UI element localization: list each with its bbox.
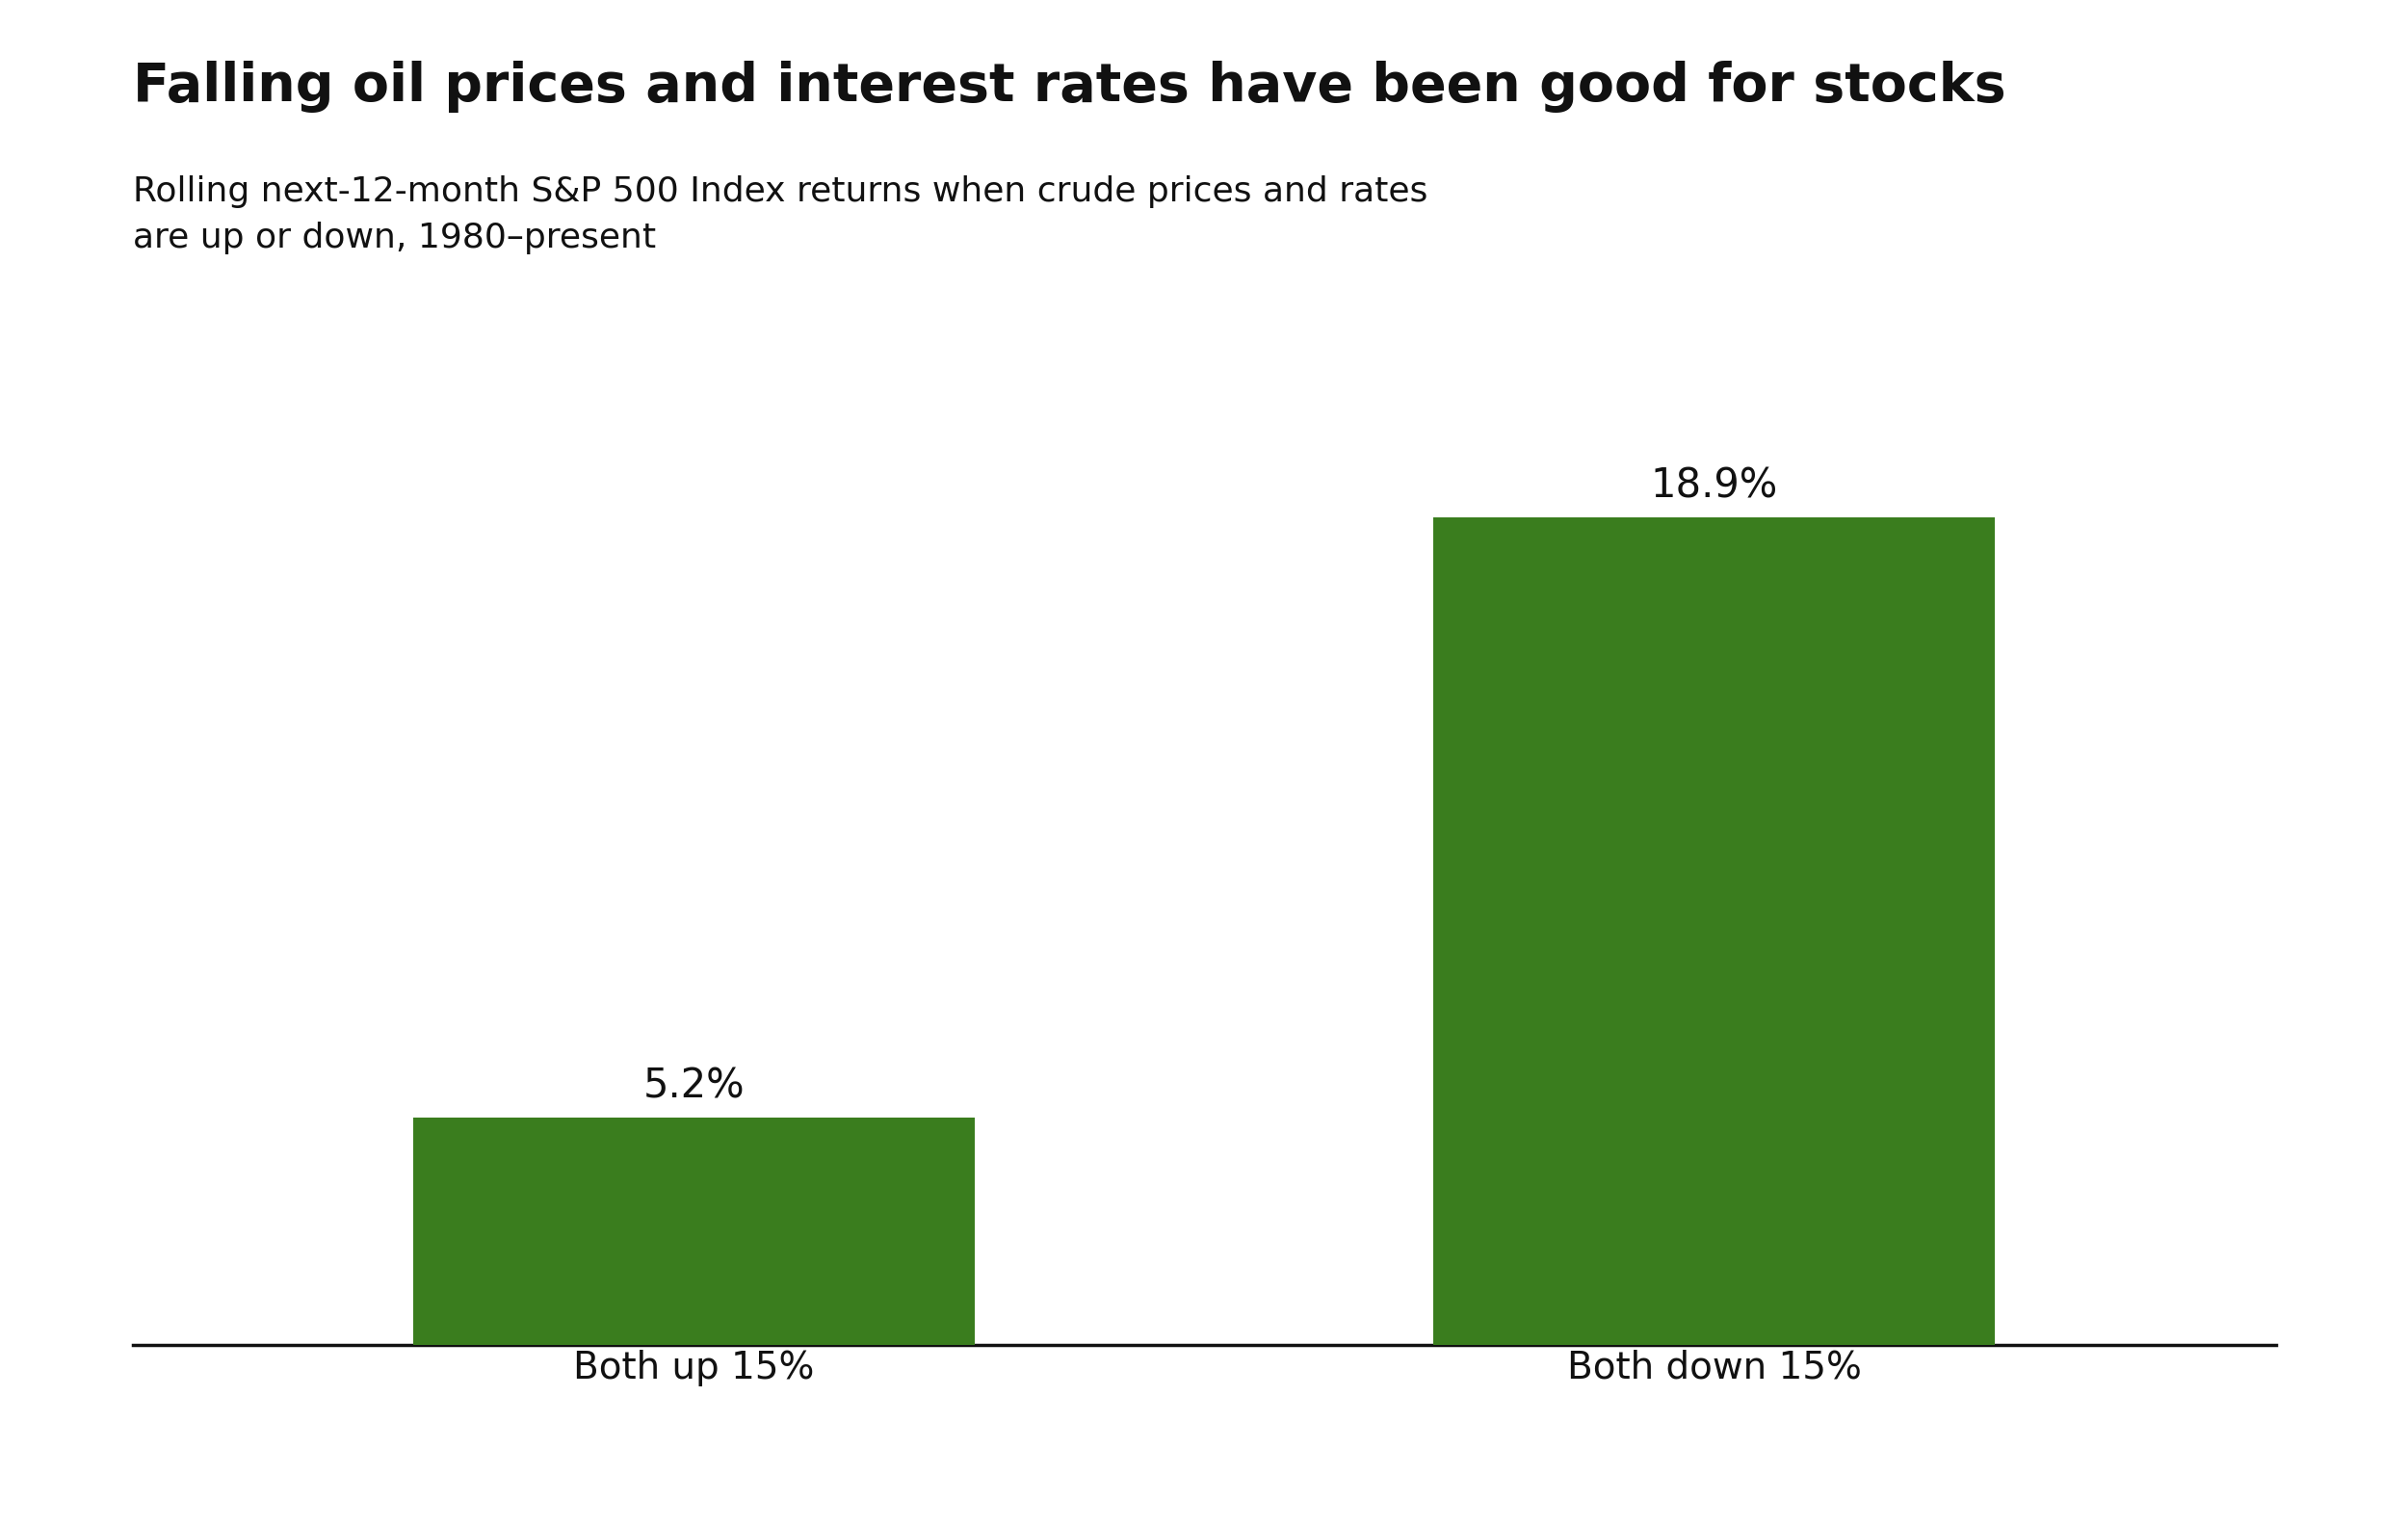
Text: Rolling next-12-month S&P 500 Index returns when crude prices and rates
are up o: Rolling next-12-month S&P 500 Index retu… (132, 176, 1428, 254)
Bar (414, 1117, 975, 1345)
Text: 5.2%: 5.2% (643, 1065, 744, 1106)
Text: 18.9%: 18.9% (1649, 466, 1777, 507)
Bar (1433, 518, 1994, 1345)
Text: Falling oil prices and interest rates have been good for stocks: Falling oil prices and interest rates ha… (132, 61, 2006, 113)
